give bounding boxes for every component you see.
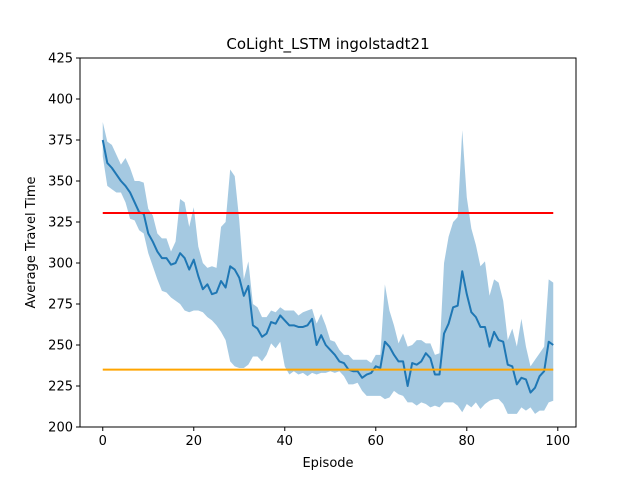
x-tick-label: 0 bbox=[99, 434, 107, 449]
x-tick-label: 80 bbox=[459, 434, 476, 449]
y-tick-label: 400 bbox=[48, 93, 73, 108]
x-tick-label: 40 bbox=[276, 434, 293, 449]
y-tick-label: 425 bbox=[48, 52, 73, 67]
x-tick-label: 60 bbox=[368, 434, 385, 449]
mean-line bbox=[101, 139, 554, 394]
band-layer bbox=[102, 121, 554, 414]
y-tick-label: 275 bbox=[48, 298, 73, 313]
confidence-band bbox=[102, 121, 554, 414]
x-tick-label: 100 bbox=[545, 434, 570, 449]
y-tick-label: 350 bbox=[48, 175, 73, 190]
plot-area bbox=[101, 121, 554, 414]
axes-frame bbox=[79, 57, 577, 428]
y-tick-label: 200 bbox=[48, 421, 73, 436]
y-axis: 200 225 250 275 300 325 350 375 400 425 bbox=[48, 52, 80, 436]
y-tick-label: 250 bbox=[48, 339, 73, 354]
y-axis-label: Average Travel Time bbox=[24, 176, 39, 308]
x-axis-label: Episode bbox=[302, 456, 353, 471]
y-tick-label: 375 bbox=[48, 134, 73, 149]
y-tick-label: 300 bbox=[48, 257, 73, 272]
line-layer bbox=[101, 139, 554, 394]
x-axis: 0 20 40 60 80 100 bbox=[99, 427, 570, 449]
chart-title: CoLight_LSTM ingolstadt21 bbox=[226, 35, 429, 54]
y-tick-label: 225 bbox=[48, 380, 73, 395]
x-tick-label: 20 bbox=[185, 434, 202, 449]
y-tick-label: 325 bbox=[48, 216, 73, 231]
